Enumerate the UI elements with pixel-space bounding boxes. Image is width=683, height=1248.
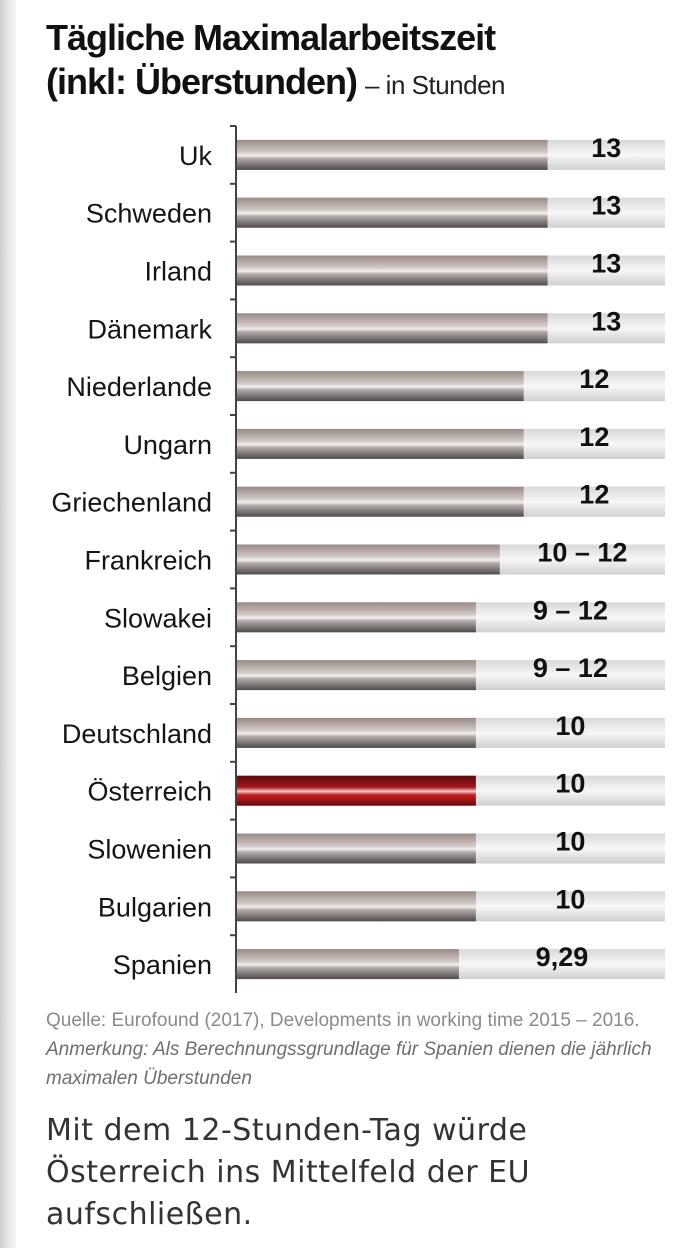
conclusion-text: Mit dem 12-Stunden-Tag würde Österreich …: [46, 1113, 531, 1232]
bar: [237, 313, 548, 344]
title-line-1: Tägliche Maximalarbeitszeit: [46, 17, 496, 58]
source-note: Quelle: Eurofound (2017), Developments i…: [46, 1006, 666, 1093]
value-label: 13: [591, 133, 621, 163]
category-label: Belgien: [122, 661, 212, 691]
category-label: Spanien: [113, 950, 212, 980]
bar: [237, 833, 476, 864]
value-label: 12: [579, 480, 609, 510]
chart-title: Tägliche Maximalarbeitszeit (inkl: Übers…: [46, 16, 666, 107]
category-label: Bulgarien: [98, 892, 212, 922]
category-label: Niederlande: [66, 372, 212, 402]
bar: [237, 255, 548, 286]
category-label: Schweden: [86, 199, 212, 229]
category-label: Irland: [144, 257, 212, 287]
bar: [237, 602, 476, 633]
bar: [237, 486, 524, 517]
bar-chart: Uk 13 Schweden 13 Irland 13 Dänemark 13 Niederla…: [51, 125, 665, 993]
bar: [237, 139, 548, 170]
bar-highlight: [237, 775, 476, 806]
category-label: Österreich: [87, 777, 212, 807]
title-unit: – in Stunden: [365, 70, 506, 100]
bar: [237, 371, 524, 402]
category-label: Uk: [179, 141, 212, 171]
value-label: 12: [579, 422, 609, 452]
bar: [237, 544, 500, 575]
value-label: 10: [555, 827, 585, 857]
bar: [237, 891, 476, 922]
title-line-2: (inkl: Überstunden): [46, 61, 358, 102]
category-label: Dänemark: [87, 314, 212, 344]
bar: [237, 428, 524, 459]
title-line-2-wrap: (inkl: Überstunden) – in Stunden: [46, 60, 666, 107]
value-label: 13: [591, 306, 621, 336]
category-label: Ungarn: [123, 430, 212, 460]
bar: [237, 949, 459, 980]
bar: [237, 717, 476, 748]
value-label: 9 – 12: [533, 595, 608, 625]
bar: [237, 197, 548, 228]
value-label: 12: [579, 364, 609, 394]
category-label: Frankreich: [84, 546, 212, 576]
value-label: 10 – 12: [537, 538, 627, 568]
value-label: 9 – 12: [533, 653, 608, 683]
category-label: Slowenien: [87, 835, 212, 865]
value-label: 13: [591, 249, 621, 279]
bar: [237, 660, 476, 691]
value-label: 9,29: [536, 942, 589, 972]
category-label: Slowakei: [104, 603, 212, 633]
value-label: 13: [591, 191, 621, 221]
category-label: Griechenland: [51, 488, 212, 518]
value-label: 10: [555, 769, 585, 799]
value-label: 10: [555, 711, 585, 741]
category-label: Deutschland: [62, 719, 212, 749]
value-label: 10: [555, 884, 585, 914]
left-edge-shadow: [0, 0, 16, 1248]
annotation-note: Anmerkung: Als Berechnungssgrundlage für…: [46, 1039, 652, 1089]
source-text: Quelle: Eurofound (2017), Developments i…: [46, 1010, 640, 1031]
